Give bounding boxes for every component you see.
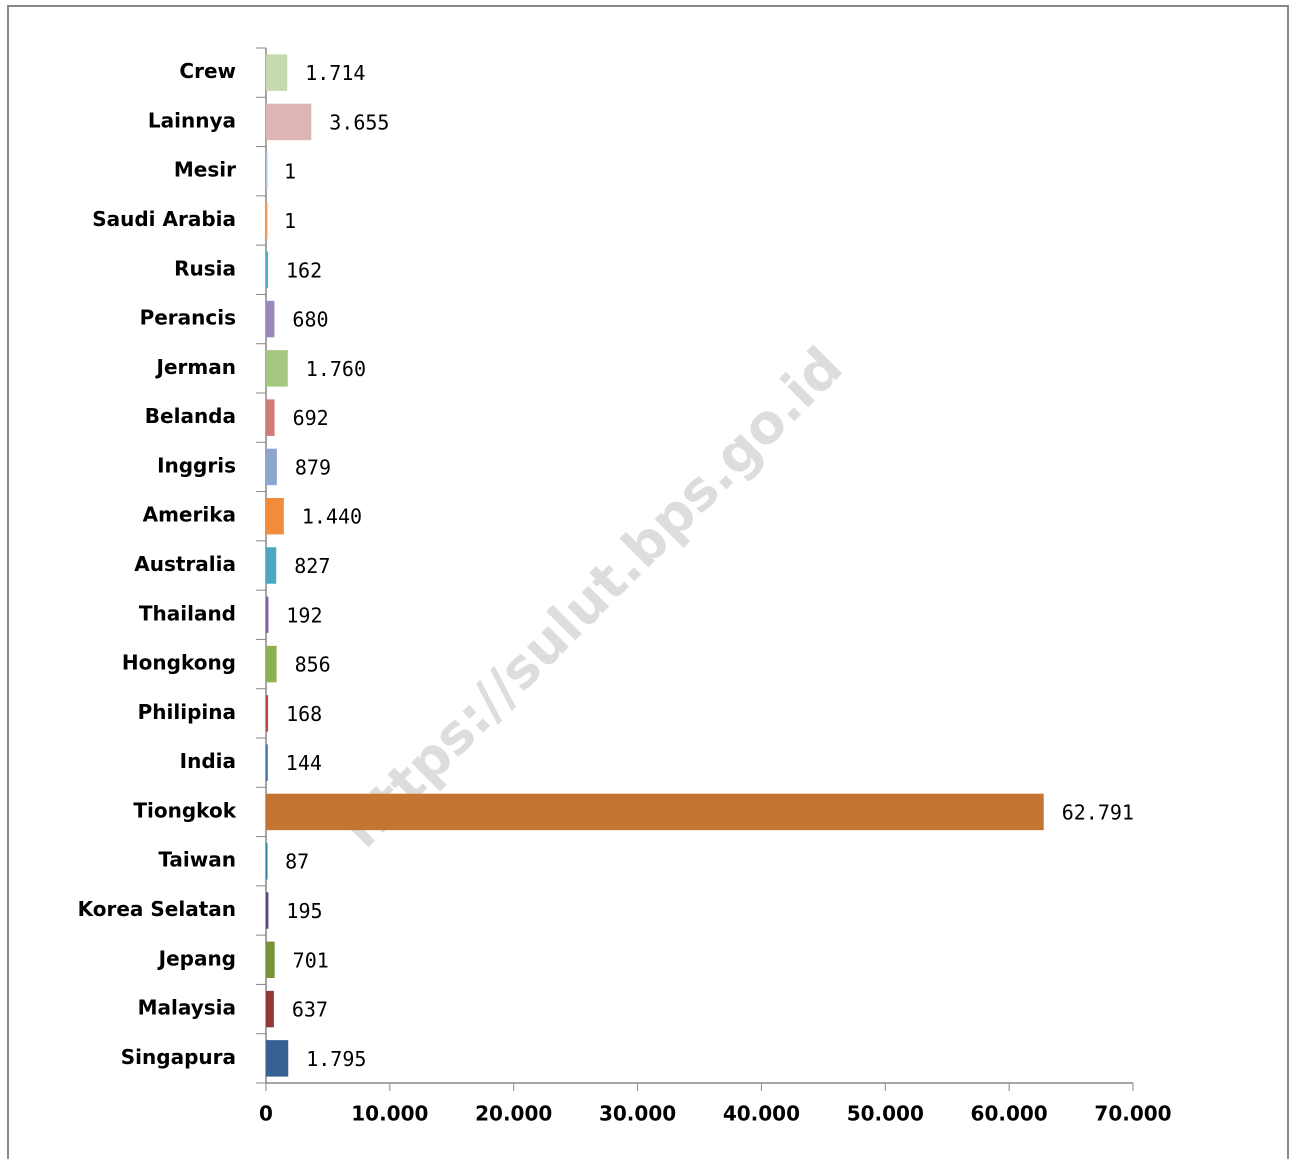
value-label: 701 (293, 948, 329, 972)
y-tick-label: Singapura (121, 1045, 236, 1069)
x-tick-label: 10.000 (351, 1102, 428, 1126)
x-tick-label: 60.000 (971, 1102, 1048, 1126)
value-label: 1.714 (305, 61, 365, 85)
value-label: 692 (293, 406, 329, 430)
bar (266, 54, 288, 91)
value-label: 1 (284, 160, 296, 184)
value-label: 3.655 (329, 110, 389, 134)
y-tick-label: Crew (179, 59, 236, 83)
y-tick-label: Tiongkok (133, 798, 236, 822)
bar (266, 941, 275, 979)
value-label: 637 (292, 998, 328, 1022)
bar (266, 103, 312, 141)
y-tick-label: Taiwan (158, 848, 236, 872)
y-tick-label: India (180, 749, 236, 773)
bar (266, 350, 288, 387)
value-label: 87 (285, 850, 309, 874)
value-label: 680 (292, 308, 328, 332)
value-label: 1.440 (302, 505, 362, 529)
y-tick-label: Jepang (157, 946, 236, 970)
x-tick-label: 0 (259, 1102, 273, 1126)
bar (266, 448, 277, 486)
x-tick-label: 20.000 (475, 1102, 552, 1126)
y-tick-label: Thailand (139, 601, 236, 625)
value-label: 1 (284, 209, 296, 233)
value-label: 62.791 (1062, 800, 1134, 824)
y-tick-label: Inggris (157, 453, 236, 477)
bar (266, 1040, 289, 1077)
y-tick-label: Belanda (145, 404, 236, 428)
y-tick-label: Lainnya (148, 108, 236, 132)
bar (266, 300, 275, 338)
value-label: 168 (286, 702, 322, 726)
bar (266, 842, 268, 880)
bar (266, 596, 269, 634)
value-label: 827 (294, 554, 330, 578)
value-label: 195 (286, 899, 322, 923)
y-tick-label: Hongkong (122, 651, 236, 675)
y-tick-label: Jerman (155, 355, 236, 379)
value-label: 879 (295, 455, 331, 479)
value-label: 856 (295, 653, 331, 677)
chart-frame (7, 5, 1289, 1159)
value-label: 1.760 (306, 357, 366, 381)
bar (266, 497, 284, 535)
value-label: 1.795 (306, 1047, 366, 1071)
value-label: 162 (286, 258, 322, 282)
bar (266, 251, 269, 289)
y-tick-label: Australia (134, 552, 236, 576)
x-tick-label: 40.000 (723, 1102, 800, 1126)
bar (266, 399, 275, 436)
y-tick-label: Korea Selatan (78, 897, 236, 921)
bar (266, 202, 268, 239)
y-tick-label: Malaysia (138, 996, 236, 1020)
bar (266, 990, 274, 1028)
value-label: 192 (286, 603, 322, 627)
value-label: 144 (286, 751, 322, 775)
y-tick-label: Saudi Arabia (92, 207, 236, 231)
bar (266, 645, 277, 683)
y-tick-label: Philipina (138, 700, 236, 724)
bar (266, 892, 269, 929)
bar (266, 695, 269, 732)
bar (266, 547, 277, 584)
y-tick-label: Amerika (143, 503, 236, 527)
bar (266, 793, 1044, 831)
y-tick-label: Mesir (174, 158, 236, 182)
y-tick-label: Rusia (174, 256, 236, 280)
bar (266, 152, 268, 190)
y-tick-label: Perancis (140, 306, 236, 330)
x-tick-label: 30.000 (599, 1102, 676, 1126)
bar (266, 744, 268, 781)
x-tick-label: 50.000 (847, 1102, 924, 1126)
x-tick-label: 70.000 (1094, 1102, 1171, 1126)
